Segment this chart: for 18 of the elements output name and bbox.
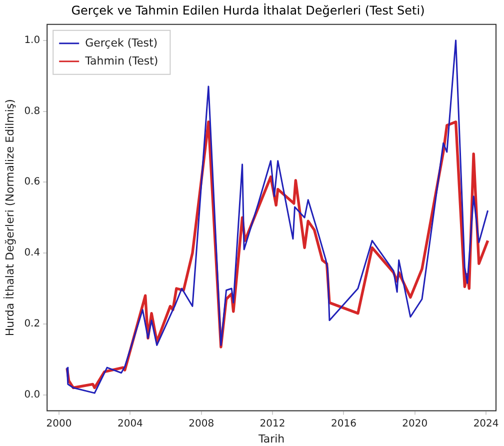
y-tick-label: 0.2	[24, 318, 40, 330]
y-tick-label: 1.0	[24, 34, 40, 46]
x-tick-label: 2016	[330, 418, 356, 430]
y-tick-label: 0.0	[24, 389, 40, 400]
x-tick-label: 2008	[188, 418, 214, 430]
x-axis-title: Tarih	[257, 432, 285, 446]
y-axis-title: Hurda İthalat Değerleri (Normalize Edilmiş)	[2, 99, 16, 336]
x-tick-label: 2012	[260, 418, 286, 430]
chart-title: Gerçek ve Tahmin Edilen Hurda İthalat Değerleri (Test Seti)	[71, 3, 425, 18]
legend-label: Tahmin (Test)	[84, 54, 158, 68]
y-tick-label: 0.8	[24, 106, 40, 117]
x-tick-label: 2024	[473, 418, 499, 430]
y-tick-label: 0.6	[24, 176, 40, 188]
x-tick-label: 2020	[402, 418, 428, 430]
x-tick-label: 2004	[117, 418, 143, 430]
y-tick-label: 0.4	[24, 248, 40, 259]
x-tick-label: 2000	[46, 418, 72, 430]
legend-label: Gerçek (Test)	[85, 36, 158, 50]
